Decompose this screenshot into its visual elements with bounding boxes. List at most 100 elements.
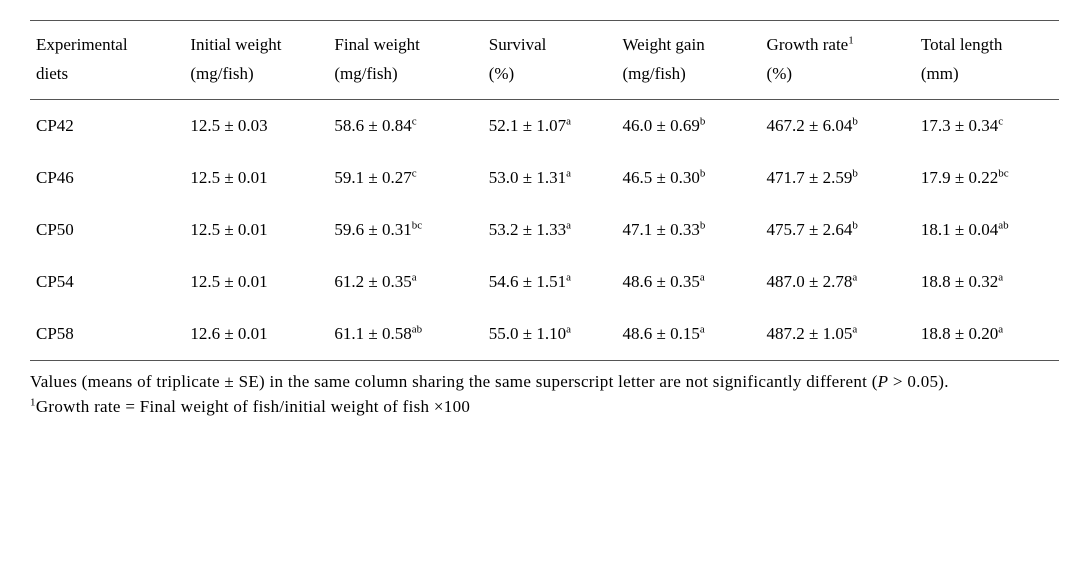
- superscript-letter: a: [566, 323, 571, 335]
- value: 52.1 ± 1.07: [489, 116, 566, 135]
- cell-weight-gain: 48.6 ± 0.15a: [617, 308, 761, 361]
- superscript-letter: b: [700, 219, 706, 231]
- table-row: CP54 12.5 ± 0.01 61.2 ± 0.35a 54.6 ± 1.5…: [30, 256, 1059, 308]
- cell-initial-weight: 12.5 ± 0.01: [184, 152, 328, 204]
- superscript-letter: ab: [412, 323, 422, 335]
- header-line2: (mm): [921, 64, 959, 83]
- footnote-text-2: Growth rate = Final weight of fish/initi…: [36, 397, 470, 416]
- superscript-letter: b: [852, 219, 858, 231]
- value: 475.7 ± 2.64: [767, 220, 853, 239]
- value: 12.6 ± 0.01: [190, 324, 267, 343]
- cell-survival: 55.0 ± 1.10a: [483, 308, 617, 361]
- value: 53.0 ± 1.31: [489, 168, 566, 187]
- header-survival: Survival (%): [483, 21, 617, 100]
- cell-diet: CP46: [30, 152, 184, 204]
- header-line2: (%): [489, 64, 514, 83]
- superscript-letter: a: [998, 323, 1003, 335]
- cell-total-length: 17.3 ± 0.34c: [915, 99, 1059, 152]
- header-line1: Experimental: [36, 35, 128, 54]
- header-line2: diets: [36, 64, 68, 83]
- superscript-letter: a: [998, 271, 1003, 283]
- value: 467.2 ± 6.04: [767, 116, 853, 135]
- superscript-letter: bc: [998, 167, 1008, 179]
- value: 17.9 ± 0.22: [921, 168, 998, 187]
- header-weight-gain: Weight gain (mg/fish): [617, 21, 761, 100]
- value: 12.5 ± 0.01: [190, 168, 267, 187]
- header-growth-footnote-ref: 1: [848, 34, 854, 46]
- cell-diet: CP42: [30, 99, 184, 152]
- cell-survival: 52.1 ± 1.07a: [483, 99, 617, 152]
- header-experimental-diets: Experimental diets: [30, 21, 184, 100]
- value: 59.6 ± 0.31: [334, 220, 411, 239]
- cell-survival: 54.6 ± 1.51a: [483, 256, 617, 308]
- cell-weight-gain: 46.5 ± 0.30b: [617, 152, 761, 204]
- value: 18.1 ± 0.04: [921, 220, 998, 239]
- header-total-length: Total length (mm): [915, 21, 1059, 100]
- superscript-letter: a: [852, 271, 857, 283]
- table-row: CP58 12.6 ± 0.01 61.1 ± 0.58ab 55.0 ± 1.…: [30, 308, 1059, 361]
- cell-initial-weight: 12.5 ± 0.03: [184, 99, 328, 152]
- cell-total-length: 18.1 ± 0.04ab: [915, 204, 1059, 256]
- superscript-letter: a: [566, 271, 571, 283]
- header-line1: Survival: [489, 35, 547, 54]
- header-line2: (%): [767, 64, 792, 83]
- cell-weight-gain: 46.0 ± 0.69b: [617, 99, 761, 152]
- cell-final-weight: 58.6 ± 0.84c: [328, 99, 482, 152]
- table-row: CP42 12.5 ± 0.03 58.6 ± 0.84c 52.1 ± 1.0…: [30, 99, 1059, 152]
- superscript-letter: bc: [412, 219, 422, 231]
- cell-initial-weight: 12.6 ± 0.01: [184, 308, 328, 361]
- cell-diet: CP54: [30, 256, 184, 308]
- value: 55.0 ± 1.10: [489, 324, 566, 343]
- superscript-letter: c: [998, 115, 1003, 127]
- table-body: CP42 12.5 ± 0.03 58.6 ± 0.84c 52.1 ± 1.0…: [30, 99, 1059, 360]
- cell-total-length: 18.8 ± 0.32a: [915, 256, 1059, 308]
- value: 61.1 ± 0.58: [334, 324, 411, 343]
- value: 58.6 ± 0.84: [334, 116, 411, 135]
- value: 487.0 ± 2.78: [767, 272, 853, 291]
- superscript-letter: a: [852, 323, 857, 335]
- value: 61.2 ± 0.35: [334, 272, 411, 291]
- header-line2: (mg/fish): [190, 64, 253, 83]
- cell-final-weight: 59.6 ± 0.31bc: [328, 204, 482, 256]
- cell-final-weight: 59.1 ± 0.27c: [328, 152, 482, 204]
- header-line2: (mg/fish): [334, 64, 397, 83]
- header-initial-weight: Initial weight (mg/fish): [184, 21, 328, 100]
- cell-total-length: 18.8 ± 0.20a: [915, 308, 1059, 361]
- value: 12.5 ± 0.01: [190, 272, 267, 291]
- header-line1: Growth rate: [767, 35, 849, 54]
- superscript-letter: c: [412, 115, 417, 127]
- header-line1: Weight gain: [623, 35, 705, 54]
- superscript-letter: b: [852, 167, 858, 179]
- value: 487.2 ± 1.05: [767, 324, 853, 343]
- value: 471.7 ± 2.59: [767, 168, 853, 187]
- header-final-weight: Final weight (mg/fish): [328, 21, 482, 100]
- header-line2: (mg/fish): [623, 64, 686, 83]
- cell-diet: CP58: [30, 308, 184, 361]
- cell-growth-rate: 487.2 ± 1.05a: [761, 308, 915, 361]
- table-row: CP50 12.5 ± 0.01 59.6 ± 0.31bc 53.2 ± 1.…: [30, 204, 1059, 256]
- header-growth-rate: Growth rate1 (%): [761, 21, 915, 100]
- cell-diet: CP50: [30, 204, 184, 256]
- footnote-text-1b: > 0.05).: [888, 372, 948, 391]
- footnote-text-1a: Values (means of triplicate ± SE) in the…: [30, 372, 878, 391]
- value: 12.5 ± 0.01: [190, 220, 267, 239]
- value: 53.2 ± 1.33: [489, 220, 566, 239]
- superscript-letter: a: [566, 219, 571, 231]
- superscript-letter: c: [412, 167, 417, 179]
- superscript-letter: a: [566, 115, 571, 127]
- superscript-letter: a: [412, 271, 417, 283]
- cell-final-weight: 61.1 ± 0.58ab: [328, 308, 482, 361]
- value: 54.6 ± 1.51: [489, 272, 566, 291]
- value: 47.1 ± 0.33: [623, 220, 700, 239]
- cell-final-weight: 61.2 ± 0.35a: [328, 256, 482, 308]
- cell-growth-rate: 467.2 ± 6.04b: [761, 99, 915, 152]
- cell-growth-rate: 487.0 ± 2.78a: [761, 256, 915, 308]
- value: 17.3 ± 0.34: [921, 116, 998, 135]
- value: 48.6 ± 0.15: [623, 324, 700, 343]
- header-line1: Final weight: [334, 35, 419, 54]
- table-header-row: Experimental diets Initial weight (mg/fi…: [30, 21, 1059, 100]
- cell-initial-weight: 12.5 ± 0.01: [184, 256, 328, 308]
- footnote-p-symbol: P: [878, 372, 889, 391]
- superscript-letter: ab: [998, 219, 1008, 231]
- cell-weight-gain: 47.1 ± 0.33b: [617, 204, 761, 256]
